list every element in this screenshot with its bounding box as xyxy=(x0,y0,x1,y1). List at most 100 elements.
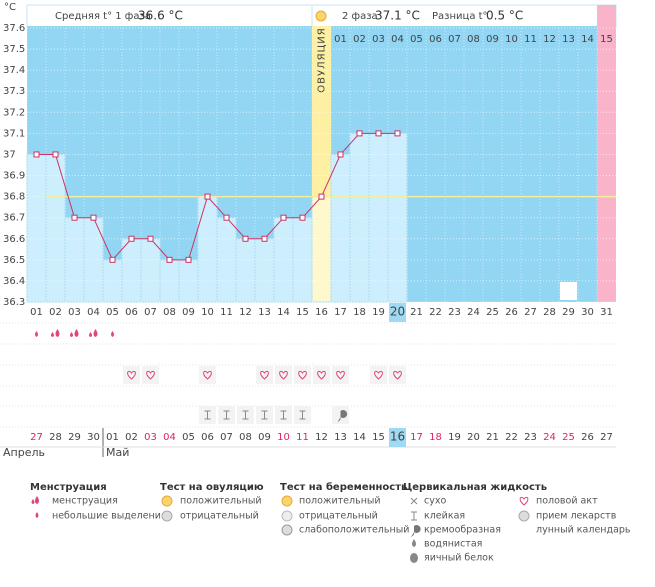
ovulation-label: ОВУЛЯЦИЯ xyxy=(317,27,328,93)
x-tick-label: 31 xyxy=(600,307,613,318)
legend-item: лунный календарь xyxy=(536,525,631,536)
temperature-point xyxy=(280,214,287,221)
legend-item: кремообразная xyxy=(424,525,501,536)
y-tick-label: 36.4 xyxy=(3,276,25,287)
legend-icon xyxy=(521,525,526,535)
legend-title: Тест на овуляцию xyxy=(160,482,264,493)
bar xyxy=(140,238,161,303)
icon-cell xyxy=(256,366,273,384)
phase2-day: 13 xyxy=(562,34,575,45)
menstruation-icon xyxy=(70,329,79,337)
intercourse-icon xyxy=(146,370,155,380)
legend-title: Цервикальная жидкость xyxy=(403,482,547,493)
temperature-point xyxy=(394,130,401,137)
legend-icon xyxy=(161,510,173,522)
legend-icon xyxy=(161,495,173,507)
x-tick-label: 13 xyxy=(258,307,271,318)
date-label: 09 xyxy=(258,432,271,443)
highlight-cell xyxy=(389,303,406,322)
phase2-day: 08 xyxy=(467,34,480,45)
legend-item: слабоположительный xyxy=(299,525,409,536)
phase2-day: 02 xyxy=(353,34,366,45)
date-label: 18 xyxy=(429,432,442,443)
menstruation-icon xyxy=(111,331,114,337)
phase2-day: 12 xyxy=(543,34,556,45)
cervical-icon xyxy=(242,410,249,420)
date-label: 26 xyxy=(581,432,594,443)
legend-item: прием лекарств xyxy=(536,511,617,522)
y-tick-label: 36.3 xyxy=(3,297,25,308)
x-tick-label: 26 xyxy=(505,307,518,318)
cervical-icon xyxy=(223,410,230,420)
x-tick-label: 05 xyxy=(106,307,119,318)
date-label: 23 xyxy=(524,432,537,443)
date-label: 16 xyxy=(390,430,405,444)
x-tick-label: 25 xyxy=(486,307,499,318)
legend-item: водянистая xyxy=(424,539,482,550)
date-label: 11 xyxy=(296,432,309,443)
date-label: 05 xyxy=(182,432,195,443)
moon-cell xyxy=(560,282,577,300)
date-label: 14 xyxy=(353,432,366,443)
intercourse-icon xyxy=(374,370,383,380)
x-tick-label: 24 xyxy=(467,307,480,318)
y-tick-label: 36.5 xyxy=(3,255,25,266)
x-tick-label: 04 xyxy=(87,307,100,318)
x-tick-label: 14 xyxy=(277,307,290,318)
x-tick-label: 01 xyxy=(30,307,43,318)
x-tick-label: 11 xyxy=(220,307,233,318)
bar xyxy=(26,153,47,303)
legend-item: отрицательный xyxy=(299,511,378,522)
menstruation-icon xyxy=(89,329,98,337)
icon-cell xyxy=(123,366,140,384)
phase2-label: 2 фаза xyxy=(342,11,378,22)
temperature-point xyxy=(261,235,268,242)
legend-title: Тест на беременность xyxy=(280,481,407,493)
legend-icon xyxy=(518,510,530,522)
diff-label: Разница t° xyxy=(432,11,488,22)
legend-icon xyxy=(35,512,39,518)
x-tick-label: 07 xyxy=(144,307,157,318)
date-label: 24 xyxy=(543,432,556,443)
x-tick-label: 03 xyxy=(68,307,81,318)
date-label: 28 xyxy=(49,432,62,443)
phase2-day: 09 xyxy=(486,34,499,45)
phase2-day: 07 xyxy=(448,34,461,45)
x-tick-label: 16 xyxy=(315,307,328,318)
date-label: 13 xyxy=(334,432,347,443)
month-label: Май xyxy=(106,446,129,459)
legend: Менструация менструация небольшие выделе… xyxy=(30,481,631,564)
legend-icon xyxy=(411,524,421,537)
icon-cell xyxy=(370,366,387,384)
y-tick-label: 37.2 xyxy=(3,107,25,118)
legend-icon xyxy=(31,496,39,504)
temperature-point xyxy=(71,214,78,221)
legend-item: сухо xyxy=(424,496,446,507)
phase2-avg: 37.1 °C xyxy=(375,9,420,23)
legend-icon xyxy=(281,524,293,536)
temperature-point xyxy=(356,130,363,137)
x-tick-label: 17 xyxy=(334,307,347,318)
date-label: 07 xyxy=(220,432,233,443)
x-tick-label: 08 xyxy=(163,307,176,318)
y-tick-label: 37.5 xyxy=(3,44,25,55)
date-label: 08 xyxy=(239,432,252,443)
icon-cell xyxy=(142,366,159,384)
icon-cell xyxy=(389,366,406,384)
temperature-point xyxy=(147,235,154,242)
legend-item: положительный xyxy=(299,496,381,507)
highlight-cell xyxy=(389,428,406,447)
y-tick-label: 37.3 xyxy=(3,86,25,97)
legend-icon xyxy=(411,511,417,521)
icon-cell xyxy=(313,366,330,384)
date-label: 25 xyxy=(562,432,575,443)
intercourse-icon xyxy=(279,370,288,380)
temperature-line xyxy=(36,132,398,261)
legend-title: Менструация xyxy=(30,482,107,493)
x-tick-label: 09 xyxy=(182,307,195,318)
x-tick-label: 19 xyxy=(372,307,385,318)
date-label: 10 xyxy=(277,432,290,443)
legend-icon xyxy=(281,495,293,507)
legend-item: клейкая xyxy=(424,511,465,522)
y-tick-label: 36.7 xyxy=(3,213,25,224)
